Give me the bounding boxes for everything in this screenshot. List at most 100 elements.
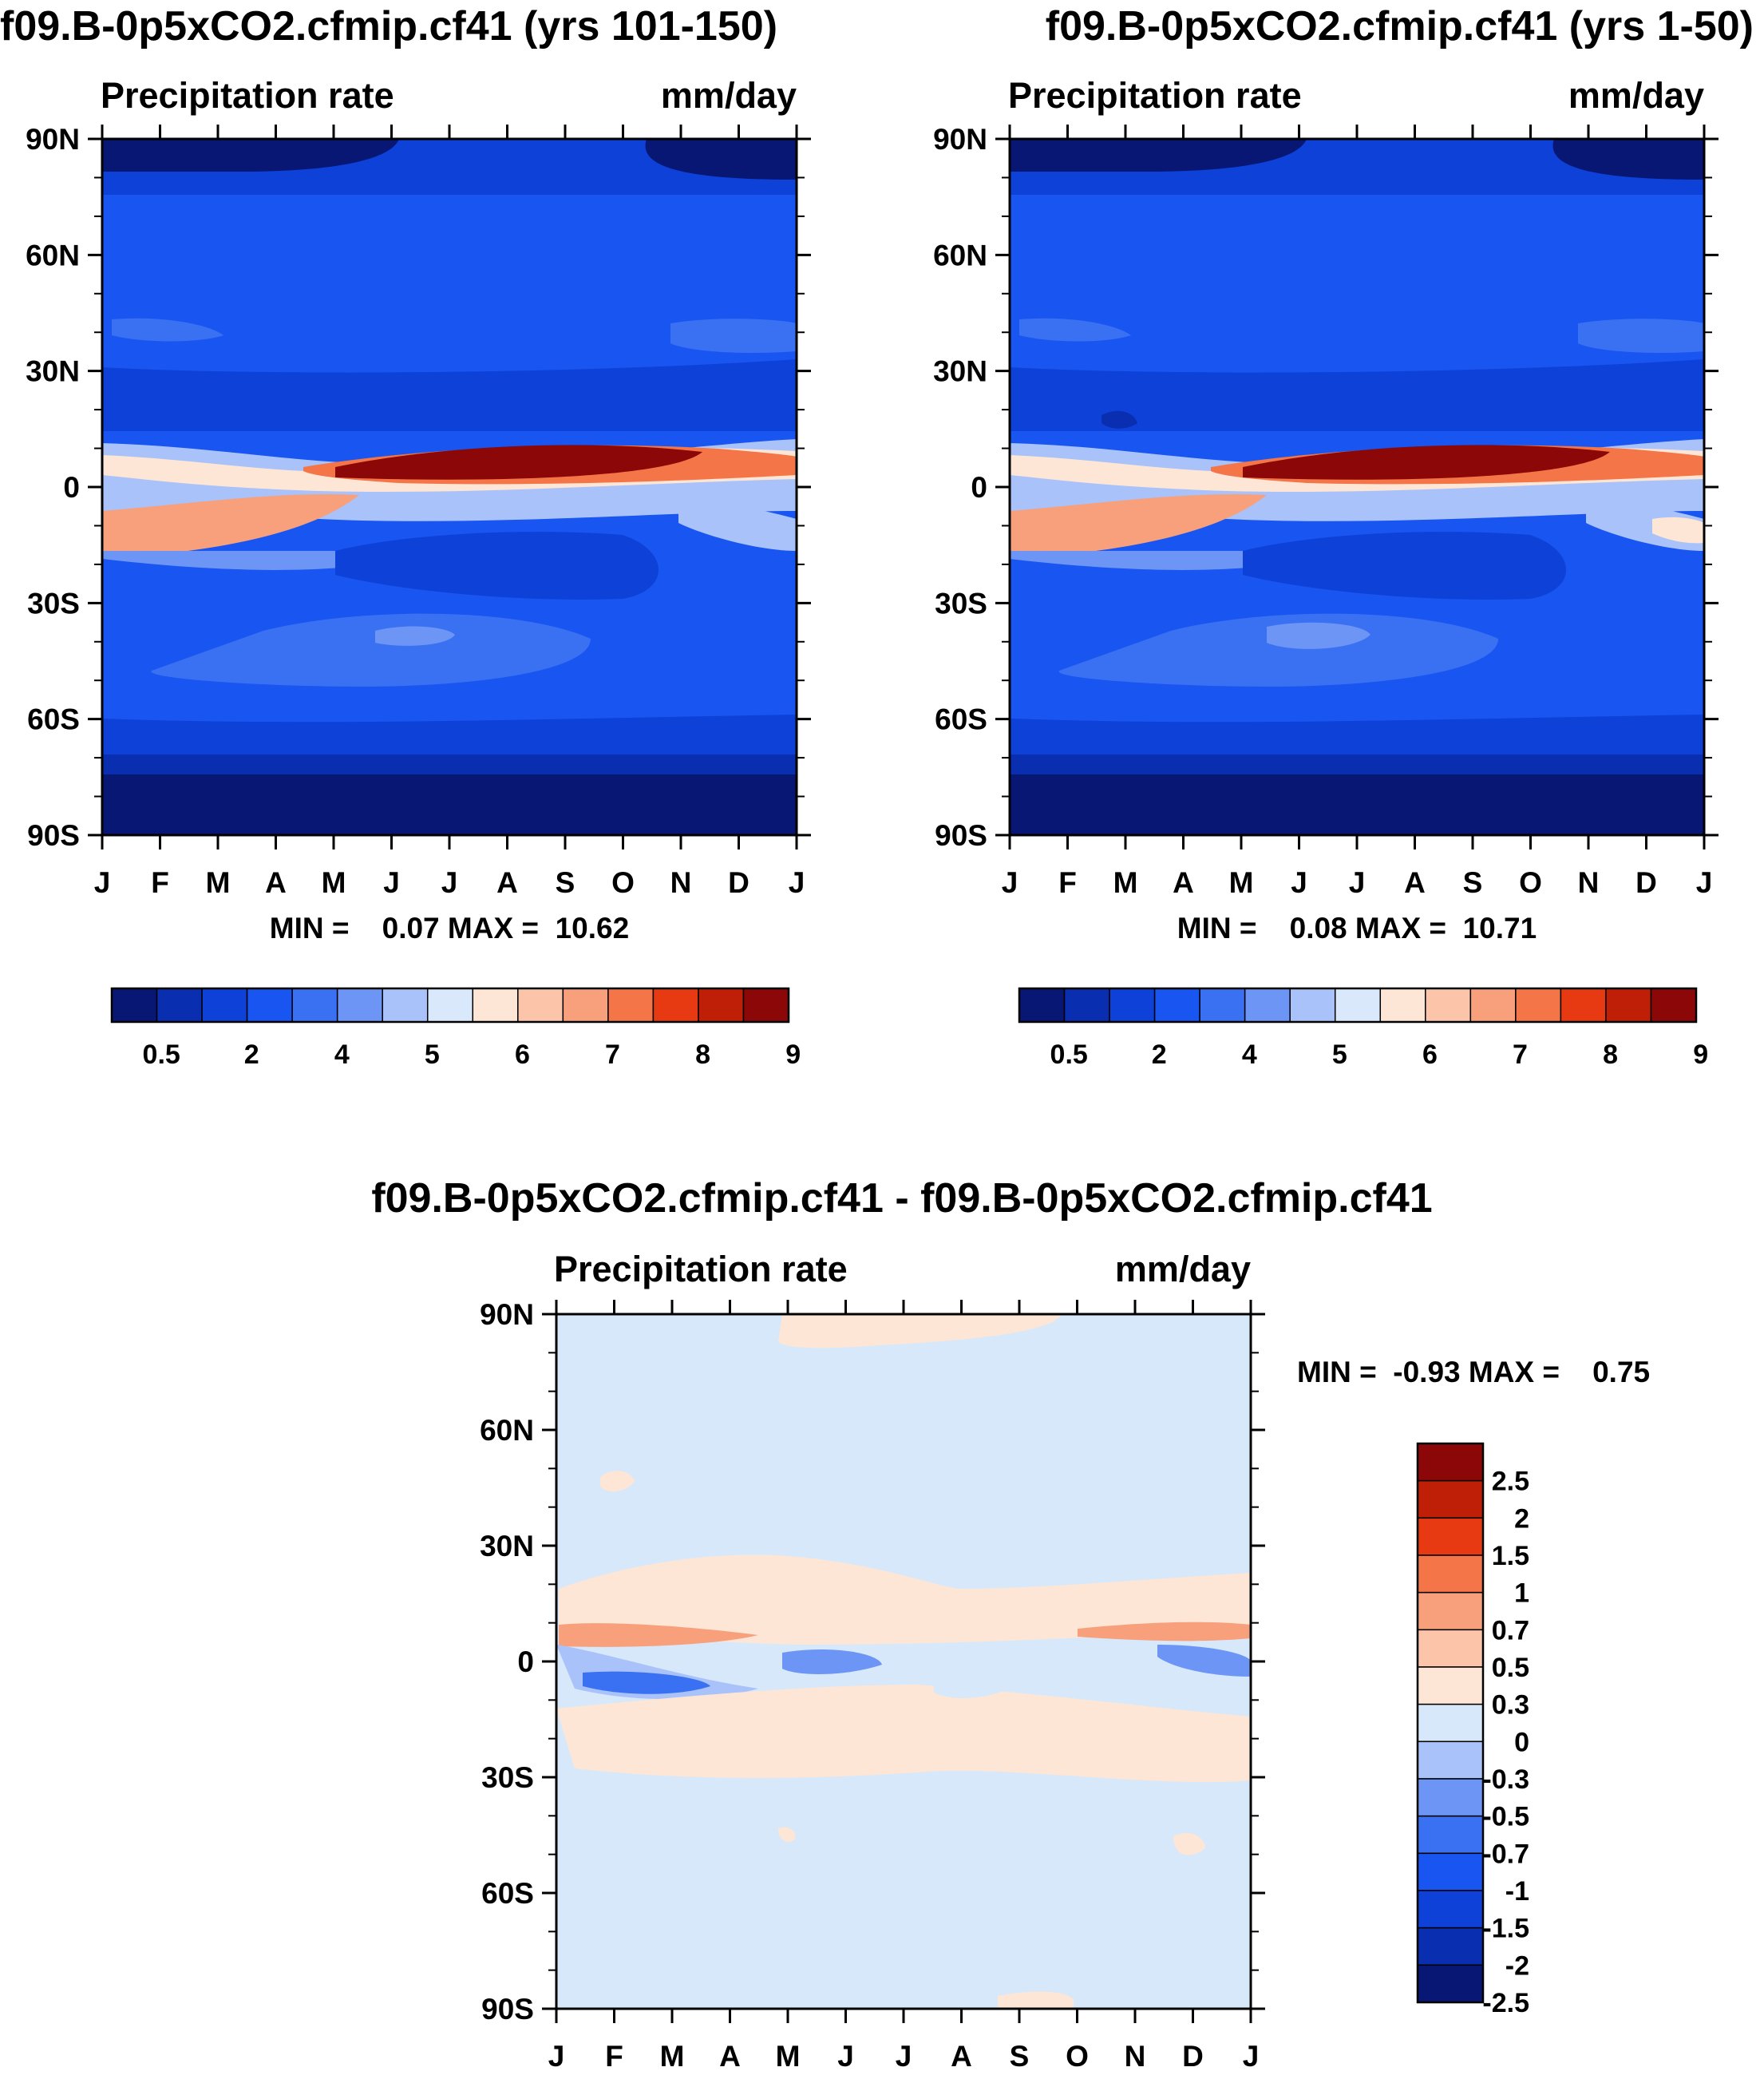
colorbar-label: 4 (1242, 1040, 1257, 1070)
colorbar-label: 0.7 (1492, 1615, 1529, 1645)
colorbar-box (1417, 1703, 1484, 1743)
x-tick-label: D (728, 866, 750, 899)
colorbar-label: -0.7 (1482, 1839, 1529, 1869)
y-tick-label: 60S (27, 703, 80, 736)
x-tick-label: J (548, 2040, 565, 2073)
colorbar-box (246, 988, 293, 1023)
colorbar-box (1417, 1740, 1484, 1780)
panel-1-field-sh-summer (678, 502, 797, 551)
colorbar-box (1417, 1666, 1484, 1705)
panel-2-field-sh-summer-core (1652, 517, 1704, 544)
x-tick-label: J (896, 2040, 912, 2073)
colorbar-label: 7 (1513, 1040, 1528, 1070)
colorbar-label: 1.5 (1492, 1541, 1529, 1571)
panel-3-field-sh-spot (1173, 1832, 1205, 1855)
panel-3-field-antarctic-pos (998, 1991, 1074, 2009)
panel-3-field-sh-hole (934, 1680, 1010, 1698)
colorbar-label: 2 (244, 1040, 259, 1070)
x-tick-label: N (1125, 2040, 1146, 2073)
panel-2-field-arctic-core (1010, 139, 1307, 172)
colorbar-label: 8 (1603, 1040, 1618, 1070)
x-tick-label: F (1058, 866, 1077, 899)
colorbar-label: 0.5 (1050, 1040, 1088, 1070)
colorbar-label: 6 (515, 1040, 530, 1070)
y-tick-label: 90S (27, 819, 80, 852)
colorbar-box (1109, 988, 1156, 1023)
panel-3-title: f09.B-0p5xCO2.cfmip.cf41 - f09.B-0p5xCO2… (371, 1175, 1432, 1222)
colorbar-box (1334, 988, 1382, 1023)
colorbar-label: -2 (1505, 1950, 1529, 1981)
colorbar-box (291, 988, 338, 1023)
panel-2-field-nh-band (1019, 318, 1131, 342)
x-tick-label: J (441, 866, 458, 899)
x-tick-label: S (1463, 866, 1483, 899)
colorbar-label: -1.5 (1482, 1914, 1529, 1944)
panel-2: f09.B-0p5xCO2.cfmip.cf41 (yrs 1-50) Prec… (933, 3, 1754, 1070)
panel-1-units: mm/day (661, 75, 797, 116)
x-tick-label: D (1635, 866, 1657, 899)
panel-2-field-antarctic-edge (1010, 754, 1704, 774)
colorbar-box (1417, 1927, 1484, 1966)
colorbar-box (1560, 988, 1607, 1023)
colorbar-label: 9 (785, 1040, 801, 1070)
panel-3-field-eq-neg-core (583, 1671, 710, 1694)
colorbar-label: 4 (334, 1040, 350, 1070)
y-tick-label: 60S (481, 1877, 534, 1910)
colorbar-box (156, 988, 203, 1023)
colorbar-box (1417, 1964, 1484, 2003)
panel-2-field-sh-midlat-core (1267, 622, 1370, 649)
colorbar-label: 2.5 (1492, 1467, 1529, 1497)
panel-1-axes: 90N 60N 30N 0 30S 60S 90S J F M A M J J A S O N D J (26, 123, 811, 899)
panel-1-min-max: MIN = 0.07 MAX = 10.62 (270, 912, 629, 944)
x-tick-label: J (1291, 866, 1307, 899)
y-tick-label: 60S (935, 703, 987, 736)
colorbar-box (1650, 988, 1697, 1023)
x-tick-label: M (206, 866, 231, 899)
panel-1-field-nh-sub (102, 359, 797, 431)
x-tick-label: N (1578, 866, 1600, 899)
y-tick-label: 30S (935, 587, 987, 620)
panel-3-field-eq-neg-3 (1157, 1645, 1251, 1677)
x-tick-label: N (670, 866, 692, 899)
colorbar-box (1018, 988, 1066, 1023)
panel-2-axes: 90N 60N 30N 0 30S 60S 90S J F M A M J J A S O N D J (933, 123, 1719, 899)
colorbar-box (607, 988, 655, 1023)
panel-3-field-arctic-pos (778, 1314, 1062, 1348)
x-tick-label: J (383, 866, 400, 899)
panel-1-field-antarctic-edge (102, 754, 797, 774)
x-tick-label: A (1173, 866, 1194, 899)
y-tick-label: 30S (27, 587, 80, 620)
colorbar-label: 2 (1152, 1040, 1167, 1070)
panel-1-field-nh-band (112, 318, 223, 342)
panel-1-field-arctic-core (102, 139, 399, 172)
panel-1-field-itcz-core (335, 445, 702, 480)
panel-1-field-sh-dry (335, 532, 659, 600)
colorbar-label: 0.3 (1492, 1690, 1529, 1721)
colorbar-label: 1 (1514, 1578, 1529, 1609)
colorbar-label: -1 (1505, 1876, 1529, 1907)
colorbar-box (1199, 988, 1246, 1023)
y-tick-label: 90S (935, 819, 987, 852)
x-tick-label: M (1113, 866, 1138, 899)
panel-2-plot-area (1010, 139, 1704, 835)
panel-3-min-max: MIN = -0.93 MAX = 0.75 (1297, 1356, 1650, 1388)
colorbar-box (1417, 1852, 1484, 1891)
colorbar-label: 0.5 (1492, 1653, 1529, 1683)
colorbar-box (472, 988, 519, 1023)
colorbar-label: 7 (605, 1040, 620, 1070)
panel-1-field-spcz (102, 494, 359, 559)
panel-3-plot-area (556, 1314, 1251, 2009)
panel-1-variable: Precipitation rate (101, 75, 394, 116)
panel-2-field-itcz-core (1243, 445, 1610, 480)
colorbar-box (1515, 988, 1562, 1023)
x-tick-label: D (1182, 2040, 1204, 2073)
y-tick-label: 0 (971, 471, 987, 504)
colorbar-box (1417, 1554, 1484, 1594)
colorbar-box (1153, 988, 1200, 1023)
panel-1-field-sh-storm (102, 715, 797, 766)
x-tick-label: M (322, 866, 346, 899)
panel-3-field-nh-spot (600, 1471, 635, 1492)
y-tick-label: 90S (481, 1993, 534, 2026)
colorbar-box (1244, 988, 1291, 1023)
